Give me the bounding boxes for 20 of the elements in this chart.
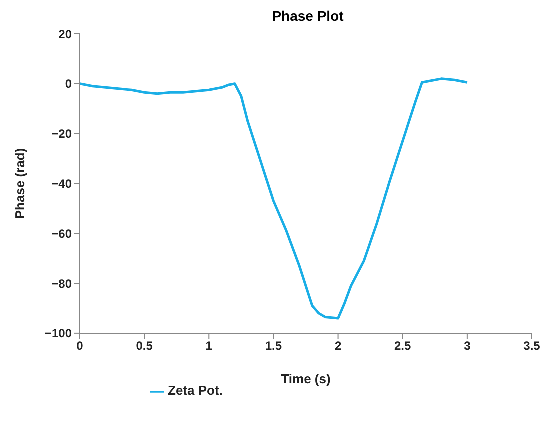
- x-tick-label: 0: [76, 338, 84, 353]
- y-tick-label: −60: [52, 226, 72, 241]
- y-axis-title: Phase (rad): [12, 148, 28, 220]
- x-tick-label: 0.5: [136, 338, 154, 353]
- y-tick-label: 20: [58, 27, 72, 42]
- chart-title: Phase Plot: [271, 8, 345, 24]
- x-tick-label: 1: [206, 338, 213, 353]
- y-tick-label: −80: [52, 276, 72, 291]
- line-series: [80, 78, 469, 320]
- x-tick-label: 3.5: [524, 338, 541, 353]
- x-axis-title: Time (s): [281, 371, 331, 386]
- x-tick-label: 1.5: [265, 338, 282, 353]
- x-tick-label: 2.5: [394, 338, 412, 353]
- y-tick-label: −100: [44, 326, 72, 341]
- x-tick-label: 3: [464, 338, 472, 353]
- x-tick-label: 2: [334, 338, 342, 353]
- legend-label: Zeta Pot.: [168, 383, 223, 398]
- y-tick-label: 0: [65, 77, 72, 92]
- y-tick-label: −40: [52, 176, 72, 191]
- y-tick-label: −20: [52, 127, 72, 142]
